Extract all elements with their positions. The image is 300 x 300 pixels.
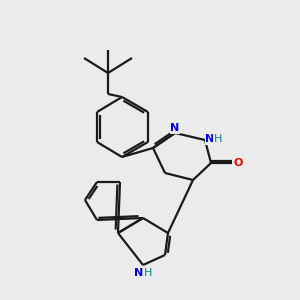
Text: O: O [233,158,243,168]
Text: N: N [206,134,214,144]
Text: N: N [134,268,144,278]
Text: H: H [144,268,152,278]
Text: H: H [214,134,222,144]
Text: N: N [170,123,180,133]
